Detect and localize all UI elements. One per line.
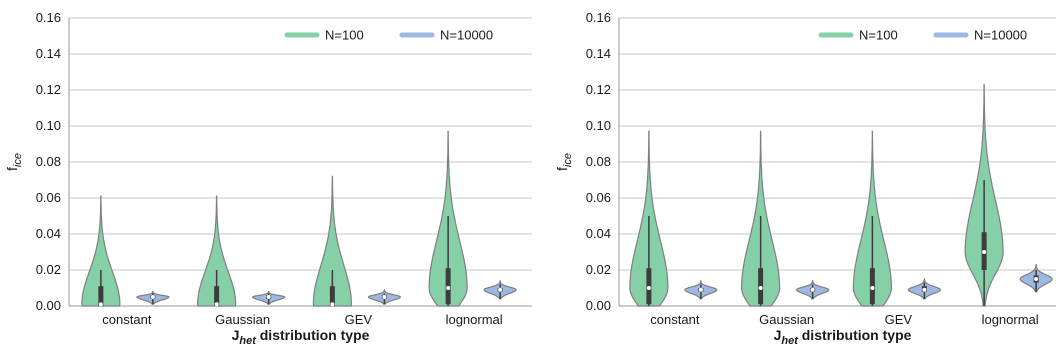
x-tick-label: constant (650, 312, 700, 327)
violin-median-marker (330, 302, 335, 307)
y-tick-label: 0.06 (36, 190, 61, 205)
y-tick-label: 0.14 (586, 46, 611, 61)
x-axis-title: Jhet distribution type (774, 327, 912, 347)
x-tick-label: Gaussian (215, 312, 270, 327)
violin-iqr-box (329, 286, 335, 306)
violin-median-marker (150, 295, 155, 299)
x-tick-label: lognormal (446, 312, 503, 327)
violin-body (196, 195, 237, 307)
x-tick-label: GEV (345, 312, 373, 327)
y-tick-label: 0.06 (586, 190, 611, 205)
x-tick-label: Gaussian (759, 312, 814, 327)
legend-label: N=10000 (440, 28, 493, 43)
violin-median-marker (498, 287, 503, 292)
violin-median-marker (646, 286, 651, 290)
violin-median-marker (446, 286, 451, 290)
violin-median-marker (698, 287, 703, 292)
violin-body (312, 175, 353, 307)
y-axis-title: fice (554, 153, 574, 171)
violin-body (81, 195, 121, 307)
legend-label: N=100 (859, 28, 898, 43)
x-tick-label: GEV (885, 312, 913, 327)
violin-iqr-box (98, 286, 104, 306)
y-tick-label: 0.12 (586, 82, 611, 97)
violin-median-marker (1034, 277, 1039, 281)
y-axis-title: fice (4, 153, 24, 171)
legend-label: N=10000 (974, 28, 1027, 43)
y-tick-label: 0.04 (36, 226, 61, 241)
y-tick-label: 0.10 (586, 118, 611, 133)
violin-median-marker (382, 295, 387, 299)
y-tick-label: 0.14 (36, 46, 61, 61)
chart-panel-1: 0.00 0.02 0.04 0.06 0.08 0.10 0.12 0.14 0.16 cons… (4, 10, 532, 347)
y-tick-label: 0.10 (36, 118, 61, 133)
y-tick-label: 0.16 (586, 10, 611, 25)
violin-median-marker (982, 250, 987, 254)
y-tick-label: 0.00 (36, 298, 61, 313)
violin-median-marker (266, 295, 271, 299)
x-tick-label: lognormal (982, 312, 1039, 327)
y-tick-label: 0.04 (586, 226, 611, 241)
legend-label: N=100 (325, 28, 364, 43)
y-tick-label: 0.02 (586, 262, 611, 277)
x-axis-title: Jhet distribution type (232, 327, 370, 347)
y-tick-label: 0.02 (36, 262, 61, 277)
violin-median-marker (870, 286, 875, 290)
violin-median-marker (214, 302, 219, 307)
y-tick-label: 0.16 (36, 10, 61, 25)
violin-median-marker (758, 286, 763, 290)
x-tick-label: constant (102, 312, 152, 327)
violin-median-marker (922, 287, 927, 292)
violin-iqr-box (214, 286, 220, 306)
y-tick-label: 0.08 (36, 154, 61, 169)
chart-panel-2: 0.00 0.02 0.04 0.06 0.08 0.10 0.12 0.14 0.16 cons… (554, 10, 1056, 347)
violin-median-marker (98, 302, 103, 307)
y-tick-label: 0.08 (586, 154, 611, 169)
violin-median-marker (810, 287, 815, 292)
y-tick-label: 0.12 (36, 82, 61, 97)
y-tick-label: 0.00 (586, 298, 611, 313)
